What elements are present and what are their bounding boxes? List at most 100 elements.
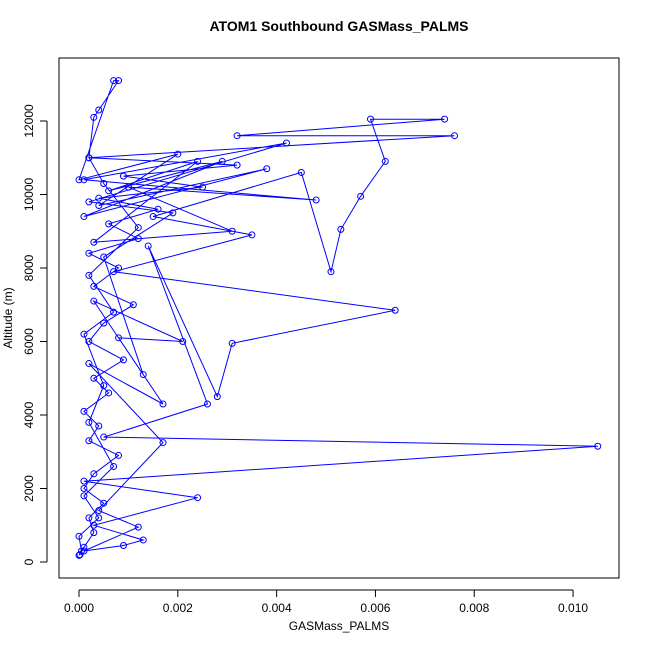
data-point (90, 374, 98, 382)
data-point (90, 521, 98, 529)
data-point (139, 536, 147, 544)
data-point (115, 334, 123, 342)
data-point (194, 157, 202, 165)
y-tick-label: 4000 (22, 401, 36, 428)
data-point (85, 271, 93, 279)
data-point (80, 213, 88, 221)
plot-frame (58, 57, 620, 579)
data-point (357, 192, 365, 200)
data-point (110, 308, 118, 316)
y-tick-label: 8000 (22, 254, 36, 281)
data-point (105, 187, 113, 195)
data-point (90, 529, 98, 537)
data-point (115, 264, 123, 272)
data-point (95, 202, 103, 210)
data-point (327, 268, 335, 276)
data-point (95, 514, 103, 522)
data-point (90, 113, 98, 121)
data-point (85, 437, 93, 445)
data-point (110, 462, 118, 470)
data-point (283, 139, 291, 147)
data-point (115, 77, 123, 85)
data-point (85, 154, 93, 162)
data-point (85, 514, 93, 522)
y-tick-label: 6000 (22, 328, 36, 355)
data-point (80, 547, 88, 555)
data-point (169, 209, 177, 217)
data-point (218, 157, 226, 165)
data-point (100, 179, 108, 187)
data-point (105, 389, 113, 397)
data-point (75, 176, 83, 184)
data-point (95, 422, 103, 430)
y-tick-label: 12000 (22, 104, 36, 138)
data-point (80, 407, 88, 415)
data-point (381, 157, 389, 165)
x-tick-label: 0.000 (64, 601, 94, 615)
y-tick-label: 10000 (22, 177, 36, 211)
data-point (110, 77, 118, 85)
data-point (134, 523, 142, 531)
data-point (85, 198, 93, 206)
data-point (134, 224, 142, 232)
data-point (119, 541, 127, 549)
data-point (95, 194, 103, 202)
data-point (75, 551, 83, 559)
data-point (179, 338, 187, 346)
data-point (115, 451, 123, 459)
data-point (297, 168, 305, 176)
data-point (159, 400, 167, 408)
data-point (194, 494, 202, 502)
data-point (228, 339, 236, 347)
data-point (594, 442, 602, 450)
data-point (263, 165, 271, 173)
data-point (144, 242, 152, 250)
data-point (228, 227, 236, 235)
x-tick-label: 0.010 (558, 601, 588, 615)
data-line (78, 80, 598, 556)
data-point (213, 393, 221, 401)
data-point (100, 433, 108, 441)
data-point (134, 235, 142, 243)
x-tick-label: 0.006 (360, 601, 390, 615)
data-point (80, 485, 88, 493)
data-point (85, 249, 93, 257)
data-point (139, 371, 147, 379)
y-axis-label: Altitude (m) (1, 287, 15, 348)
y-tick-label: 2000 (22, 475, 36, 502)
data-point (233, 161, 241, 169)
data-point (154, 205, 162, 213)
x-tick-label: 0.008 (459, 601, 489, 615)
data-point (124, 183, 132, 191)
data-point (110, 268, 118, 276)
data-point (174, 150, 182, 158)
data-point (75, 532, 83, 540)
data-point (450, 132, 458, 140)
data-point (90, 282, 98, 290)
data-point (80, 330, 88, 338)
data-point (85, 418, 93, 426)
data-point (85, 338, 93, 346)
data-point (95, 106, 103, 114)
data-point (312, 196, 320, 204)
data-point (95, 507, 103, 515)
data-point (90, 238, 98, 246)
data-point (100, 253, 108, 261)
data-point (105, 220, 113, 228)
data-point (248, 231, 256, 239)
data-point (76, 551, 84, 559)
data-point (90, 297, 98, 305)
data-point (85, 360, 93, 368)
data-point (203, 400, 211, 408)
data-point (80, 477, 88, 485)
data-point (159, 439, 167, 447)
data-point (391, 306, 399, 314)
x-axis-label: GASMass_PALMS (289, 619, 389, 633)
data-point (80, 492, 88, 500)
data-point (119, 172, 127, 180)
data-point (100, 499, 108, 507)
y-tick-label: 0 (22, 558, 36, 565)
data-point (366, 115, 374, 123)
data-point (199, 183, 207, 191)
